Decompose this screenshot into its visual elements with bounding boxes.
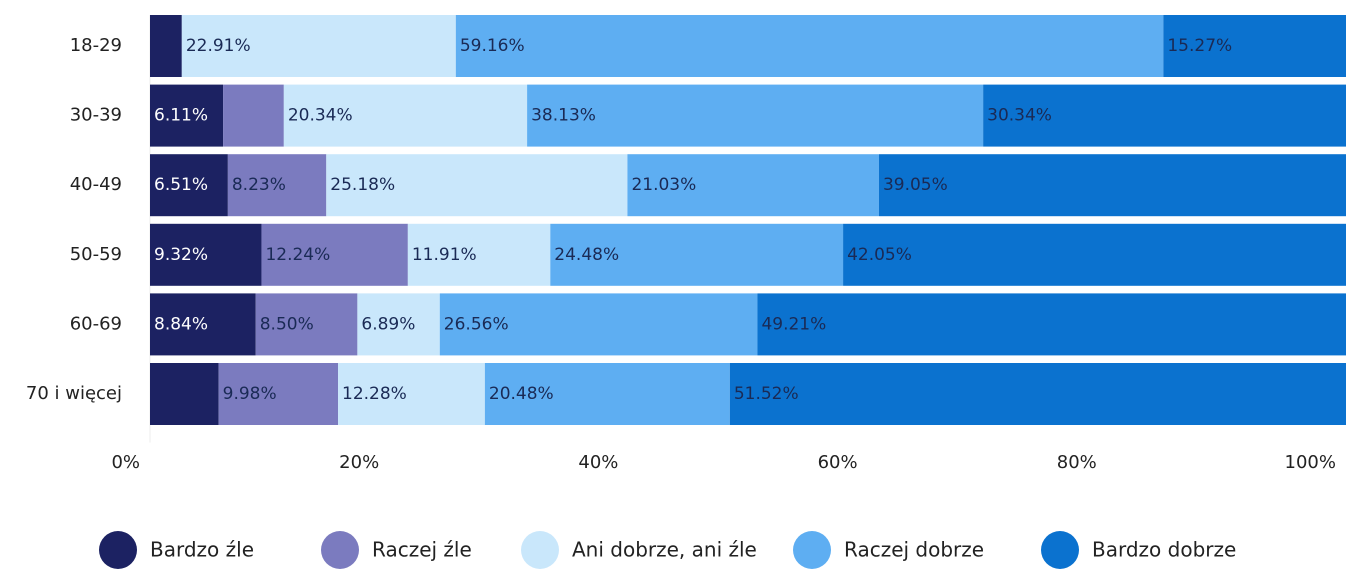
x-tick-label: 60% <box>818 452 858 473</box>
legend-label: Bardzo dobrze <box>1092 538 1236 562</box>
bar-segment <box>218 363 339 425</box>
value-label: 20.34% <box>288 106 353 126</box>
bar-segment <box>338 363 485 425</box>
bar-segment <box>439 293 758 356</box>
legend-swatch <box>793 531 831 569</box>
legend-swatch <box>1041 531 1079 569</box>
legend-swatch <box>521 531 559 569</box>
bar-segment <box>1163 15 1346 77</box>
value-label: 51.52% <box>734 384 799 404</box>
bar-segment <box>255 293 358 356</box>
value-label: 30.34% <box>987 106 1052 126</box>
value-label: 59.16% <box>460 36 525 56</box>
bar-segment <box>757 293 1346 356</box>
value-label: 8.84% <box>154 314 208 334</box>
bar-segment <box>181 15 456 77</box>
value-label: 6.89% <box>361 314 415 334</box>
legend-swatch <box>321 531 359 569</box>
value-label: 26.56% <box>444 314 509 334</box>
category-label: 30-39 <box>70 105 122 126</box>
value-label: 6.51% <box>154 175 208 195</box>
bar-segment <box>357 293 440 356</box>
value-label: 24.48% <box>554 245 619 265</box>
x-tick-label: 40% <box>578 452 618 473</box>
bar-segment <box>407 223 551 286</box>
x-tick-label: 100% <box>1285 452 1336 473</box>
legend-label: Raczej źle <box>372 538 472 562</box>
bar-segment <box>527 84 984 147</box>
x-tick-label: 80% <box>1057 452 1097 473</box>
bar-segment <box>150 154 228 217</box>
value-label: 9.32% <box>154 245 208 265</box>
category-label: 40-49 <box>70 174 122 195</box>
value-label: 22.91% <box>186 36 251 56</box>
value-label: 6.11% <box>154 106 208 126</box>
x-tick-label: 0% <box>111 452 140 473</box>
value-label: 49.21% <box>761 314 826 334</box>
category-label: 18-29 <box>70 35 122 56</box>
bar-segment <box>878 154 1346 217</box>
bar-segment <box>150 15 182 77</box>
bar-segment <box>150 363 219 425</box>
value-label: 11.91% <box>412 245 477 265</box>
value-label: 12.28% <box>342 384 407 404</box>
bar-segment <box>283 84 528 147</box>
legend-swatch <box>99 531 137 569</box>
value-label: 25.18% <box>330 175 395 195</box>
bar-segment <box>150 84 224 147</box>
bar-segment <box>223 84 284 147</box>
bar-segment <box>326 154 628 217</box>
value-label: 12.24% <box>265 245 330 265</box>
value-label: 9.98% <box>223 384 277 404</box>
category-label: 50-59 <box>70 244 122 265</box>
category-label: 60-69 <box>70 313 122 334</box>
bar-segment <box>983 84 1346 147</box>
legend-label: Raczej dobrze <box>844 538 984 562</box>
value-label: 39.05% <box>883 175 948 195</box>
bar-segment <box>843 223 1346 286</box>
bar-segment <box>729 363 1346 425</box>
legend-label: Ani dobrze, ani źle <box>572 538 757 562</box>
value-label: 8.23% <box>232 175 286 195</box>
x-tick-label: 20% <box>339 452 379 473</box>
bar-segment <box>261 223 408 286</box>
bar-segment <box>227 154 327 217</box>
value-label: 8.50% <box>260 314 314 334</box>
bar-segment <box>627 154 879 217</box>
value-label: 42.05% <box>847 245 912 265</box>
bar-segment <box>455 15 1164 77</box>
value-label: 20.48% <box>489 384 554 404</box>
bar-segment <box>550 223 844 286</box>
bar-segment <box>150 293 256 356</box>
value-label: 38.13% <box>531 106 596 126</box>
value-label: 15.27% <box>1167 36 1232 56</box>
value-label: 21.03% <box>631 175 696 195</box>
bar-segment <box>484 363 730 425</box>
legend-label: Bardzo źle <box>150 538 254 562</box>
bar-segment <box>150 223 262 286</box>
category-label: 70 i więcej <box>26 383 122 404</box>
